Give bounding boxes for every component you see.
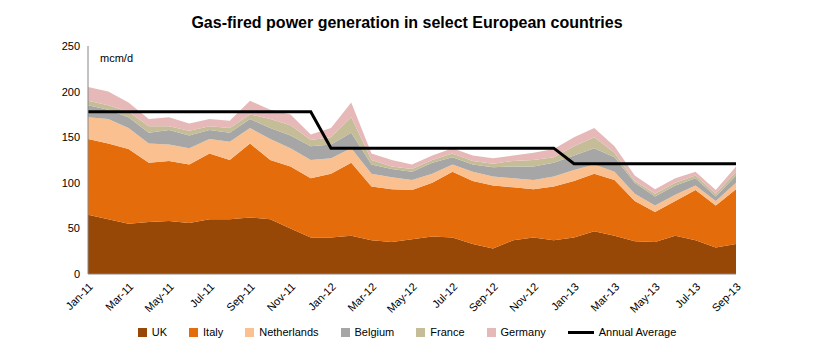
svg-text:Sep-12: Sep-12 xyxy=(466,280,500,314)
svg-text:Sep-11: Sep-11 xyxy=(224,280,257,313)
svg-text:Sep-13: Sep-13 xyxy=(709,280,743,314)
svg-text:Jul-13: Jul-13 xyxy=(673,280,703,310)
svg-text:Jan-13: Jan-13 xyxy=(549,280,581,312)
html-text:UK: UK xyxy=(151,326,167,338)
svg-text:200: 200 xyxy=(62,86,80,98)
html-text:mcm/d: mcm/d xyxy=(100,52,133,64)
html-text:Gas-fired power generation in: Gas-fired power generation in select Eur… xyxy=(191,14,623,31)
svg-text:Jul-12: Jul-12 xyxy=(430,280,460,310)
svg-text:Mar-13: Mar-13 xyxy=(588,280,621,313)
svg-text:0: 0 xyxy=(74,268,80,280)
svg-text:May-12: May-12 xyxy=(385,280,419,314)
svg-text:150: 150 xyxy=(62,131,80,143)
svg-text:Jul-11: Jul-11 xyxy=(187,280,216,309)
svg-text:50: 50 xyxy=(68,222,80,234)
html-text:Netherlands: Netherlands xyxy=(259,326,319,338)
svg-text:Mar-12: Mar-12 xyxy=(345,280,378,313)
html-text:Annual Average: Annual Average xyxy=(598,326,677,338)
svg-text:Jan-12: Jan-12 xyxy=(306,280,338,312)
svg-text:May-13: May-13 xyxy=(628,280,662,314)
svg-text:Nov-11: Nov-11 xyxy=(264,280,297,313)
svg-text:Jan-11: Jan-11 xyxy=(63,280,95,312)
svg-text:100: 100 xyxy=(62,177,80,189)
svg-text:May-11: May-11 xyxy=(142,280,176,314)
html-text:Germany: Germany xyxy=(500,326,546,338)
svg-text:Mar-11: Mar-11 xyxy=(103,280,136,313)
html-text:France: France xyxy=(430,326,465,338)
html-text:Belgium: Belgium xyxy=(354,326,395,338)
svg-text:250: 250 xyxy=(62,40,80,52)
html-text:Italy: Italy xyxy=(203,326,224,338)
svg-text:Nov-12: Nov-12 xyxy=(507,280,541,314)
